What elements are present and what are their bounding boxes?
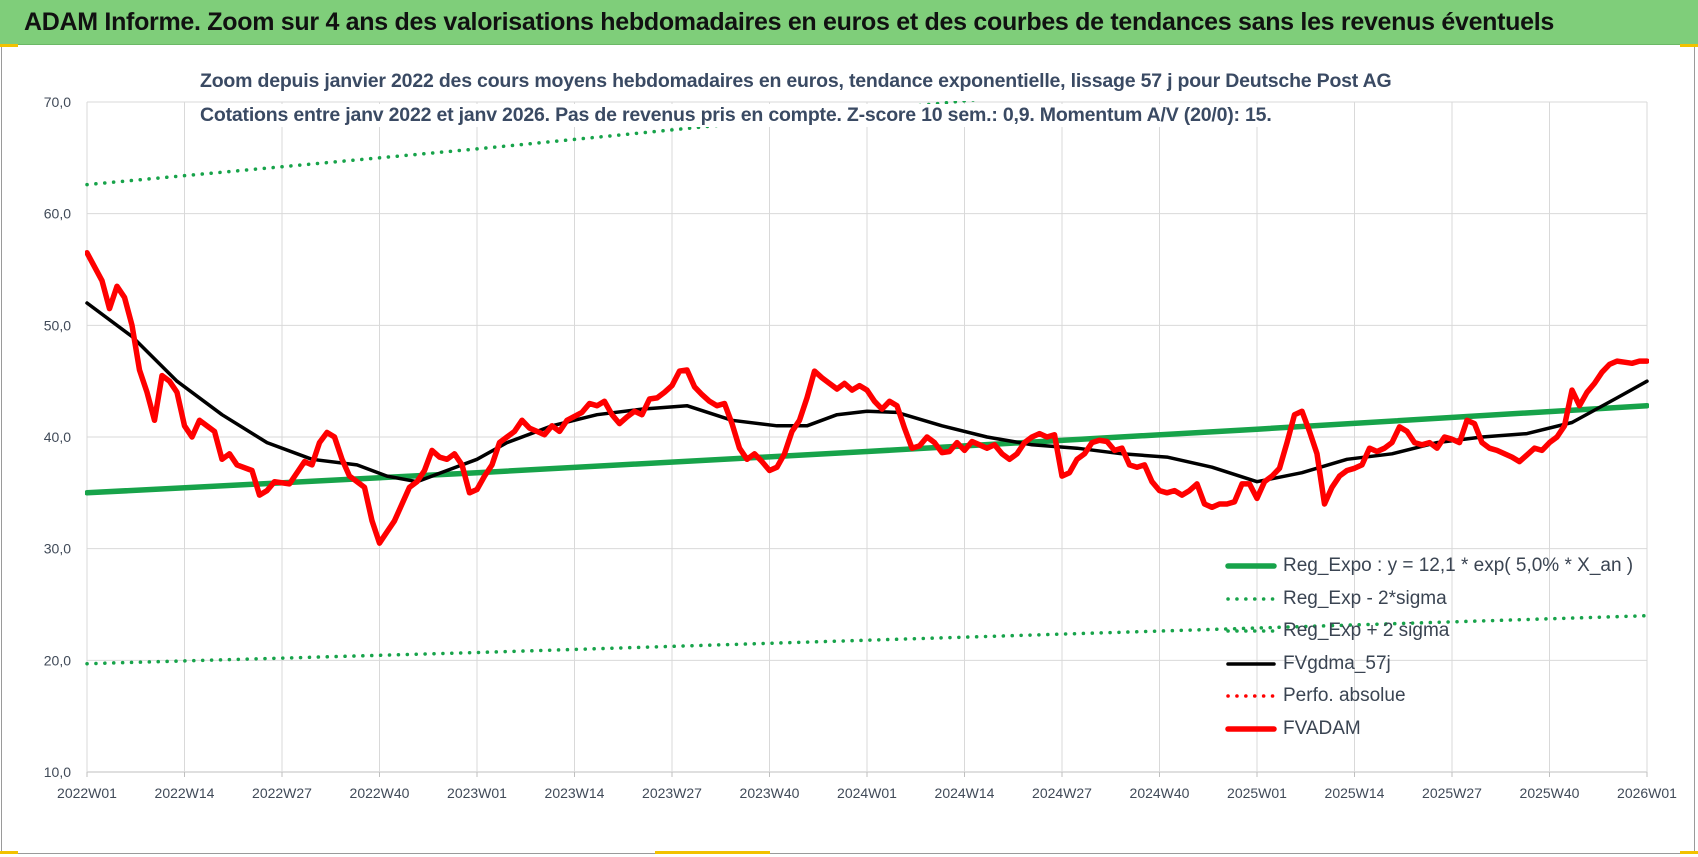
legend-label: Reg_Expo : y = 12,1 * exp( 5,0% * X_an ) bbox=[1283, 555, 1634, 576]
legend-label: Reg_Exp - 2*sigma bbox=[1283, 587, 1447, 609]
y-tick-label: 50,0 bbox=[44, 317, 71, 333]
legend-swatch bbox=[1226, 694, 1276, 698]
x-tick-label: 2025W40 bbox=[1520, 785, 1580, 801]
x-tick-label: 2023W14 bbox=[545, 785, 605, 801]
x-tick-label: 2024W14 bbox=[935, 785, 995, 801]
x-tick-label: 2022W27 bbox=[252, 785, 312, 801]
series-line-3 bbox=[85, 301, 1649, 484]
x-tick-label: 2024W01 bbox=[837, 785, 897, 801]
x-tick-label: 2023W27 bbox=[642, 785, 702, 801]
legend-label: FVADAM bbox=[1283, 717, 1361, 739]
legend-swatch bbox=[1226, 661, 1276, 666]
frame-corner-mark bbox=[0, 44, 18, 47]
series-line-5 bbox=[85, 250, 1649, 546]
x-tick-label: 2026W01 bbox=[1617, 785, 1677, 801]
legend-swatch bbox=[1225, 563, 1277, 569]
x-axis-ticks: 2022W01 2022W14 2022W27 2022W40 2023W01 2023W… bbox=[57, 785, 1677, 801]
legend-label: FVgdma_57j bbox=[1283, 652, 1391, 674]
grid-lines bbox=[86, 101, 1648, 777]
y-tick-label: 60,0 bbox=[44, 206, 71, 222]
series-line-0 bbox=[85, 402, 1649, 496]
x-tick-label: 2025W01 bbox=[1227, 785, 1287, 801]
y-tick-label: 70,0 bbox=[44, 94, 71, 110]
y-axis-ticks: 10,0 20,0 30,0 40,0 50,0 60,0 70,0 bbox=[44, 94, 71, 780]
frame-corner-mark bbox=[0, 851, 18, 854]
x-tick-label: 2022W01 bbox=[57, 785, 117, 801]
x-tick-label: 2024W40 bbox=[1130, 785, 1190, 801]
legend-swatch bbox=[1226, 596, 1276, 601]
legend-swatch bbox=[1226, 629, 1276, 633]
x-tick-label: 2023W01 bbox=[447, 785, 507, 801]
frame-corner-mark bbox=[1680, 851, 1698, 854]
report-title: ADAM Informe. Zoom sur 4 ans des valoris… bbox=[24, 8, 1554, 36]
y-tick-label: 30,0 bbox=[44, 541, 71, 557]
x-tick-label: 2025W14 bbox=[1325, 785, 1385, 801]
legend-label: Perfo. absolue bbox=[1283, 685, 1406, 706]
frame-corner-mark bbox=[1680, 44, 1698, 47]
x-tick-label: 2024W27 bbox=[1032, 785, 1092, 801]
legend-label: Reg_Exp + 2 sigma bbox=[1283, 620, 1450, 641]
y-tick-label: 20,0 bbox=[44, 652, 71, 668]
x-tick-label: 2025W27 bbox=[1422, 785, 1482, 801]
x-tick-label: 2022W40 bbox=[350, 785, 410, 801]
frame-corner-mark bbox=[655, 851, 770, 854]
x-tick-label: 2022W14 bbox=[155, 785, 215, 801]
y-tick-label: 40,0 bbox=[44, 429, 71, 445]
chart-title: Zoom depuis janvier 2022 des cours moyen… bbox=[200, 70, 1392, 93]
legend-swatch bbox=[1225, 725, 1277, 732]
report-banner: ADAM Informe. Zoom sur 4 ans des valoris… bbox=[0, 0, 1698, 45]
series-line-1 bbox=[85, 613, 1649, 666]
chart-frame bbox=[1, 44, 1695, 854]
x-tick-label: 2023W40 bbox=[740, 785, 800, 801]
chart-subtitle: Cotations entre janv 2022 et janv 2026. … bbox=[200, 104, 1272, 127]
y-tick-label: 10,0 bbox=[44, 764, 71, 780]
